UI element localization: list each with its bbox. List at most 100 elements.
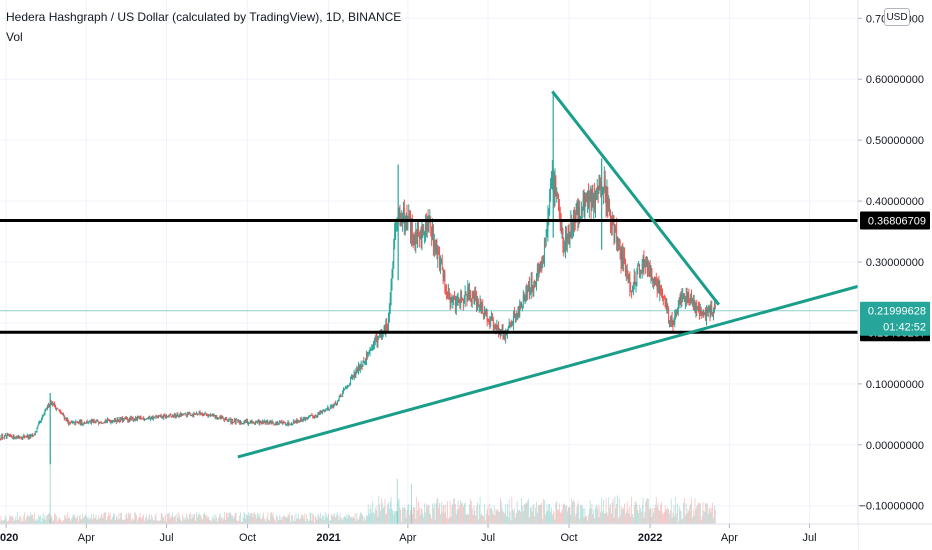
currency-button[interactable]: USD: [884, 8, 910, 26]
candle-body: [89, 420, 91, 422]
time-tick-label: Apr: [721, 532, 738, 544]
candle-body: [74, 421, 76, 425]
candle-body: [223, 417, 225, 420]
candle-body: [498, 327, 499, 332]
candle-body: [114, 418, 115, 422]
volume-bar: [388, 508, 390, 524]
volume-bar: [238, 521, 240, 524]
volume-bar: [284, 515, 285, 524]
candle-body: [340, 395, 342, 397]
price-tick-label: 0.60000000: [866, 74, 924, 86]
candle-body: [186, 414, 188, 417]
candle-body: [224, 419, 226, 421]
volume-bar: [213, 514, 215, 524]
time-tick-label: 2020: [0, 532, 18, 544]
candle-body: [5, 435, 7, 437]
candle-body: [440, 260, 442, 262]
volume-bar: [174, 516, 175, 524]
volume-bar: [562, 505, 564, 524]
volume-bar: [574, 516, 576, 524]
candle-body: [264, 421, 266, 424]
candle-body: [592, 190, 594, 208]
volume-bar: [19, 515, 21, 524]
candle-body: [296, 419, 298, 423]
volume-bar: [380, 510, 381, 524]
candle-body: [375, 337, 377, 339]
candle-body: [546, 231, 548, 236]
volume-bar: [192, 517, 194, 524]
candle-body: [284, 422, 285, 424]
candle-body: [708, 308, 710, 311]
volume-bar: [558, 503, 560, 524]
volume-bar: [524, 504, 526, 524]
candle-body: [432, 226, 433, 237]
volume-bar: [129, 514, 130, 524]
volume-bar: [378, 496, 380, 524]
volume-bar: [535, 507, 536, 524]
candle-body: [388, 317, 389, 329]
candle-body: [117, 419, 119, 421]
candle-body: [390, 285, 392, 298]
price-axis[interactable]: 0.700000000.600000000.500000000.40000000…: [857, 0, 932, 550]
candle-body: [84, 422, 85, 424]
volume-bar: [144, 517, 146, 524]
candle-body: [262, 420, 264, 423]
candle-body: [410, 218, 411, 238]
volume-bar: [226, 513, 228, 524]
candle-body: [652, 277, 654, 284]
volume-bar: [423, 517, 425, 524]
candle-body: [181, 413, 182, 416]
volume-bar: [33, 518, 34, 524]
candle-body: [617, 238, 619, 247]
volume-bar: [179, 516, 181, 524]
volume-bar: [636, 504, 638, 524]
volume-bar: [702, 501, 704, 524]
volume-bar: [403, 506, 405, 524]
volume-bar: [612, 498, 614, 524]
price-candles: [0, 91, 716, 465]
candle-body: [363, 360, 365, 362]
candle-body: [41, 418, 42, 422]
candle-body: [614, 227, 616, 234]
volume-bar: [114, 520, 116, 524]
candle-body: [39, 421, 41, 424]
volume-bar: [151, 514, 152, 524]
volume-bar: [376, 505, 378, 524]
candle-body: [569, 232, 571, 238]
candle-body: [622, 251, 624, 265]
candle-body: [317, 413, 319, 417]
candle-body: [359, 366, 361, 371]
candle-body: [677, 309, 678, 314]
candle-body: [586, 200, 588, 202]
volume-bar: [159, 520, 160, 524]
volume-bar: [201, 518, 203, 524]
volume-bar: [207, 515, 209, 524]
candle-body: [233, 421, 234, 423]
volume-bar: [152, 520, 154, 524]
trendlines: [237, 90, 859, 459]
volume-bar: [328, 513, 329, 524]
volume-bar: [666, 508, 668, 524]
time-axis[interactable]: 2020AprJulOct2021AprJulOct2022AprJul: [0, 523, 932, 550]
time-tick-label: Oct: [561, 532, 578, 544]
candle-body: [220, 416, 222, 418]
volume-bar: [247, 515, 248, 524]
candle-body: [336, 401, 338, 406]
volume-bar: [169, 518, 171, 524]
time-tick-label: Oct: [239, 532, 256, 544]
volume-bar: [321, 518, 322, 524]
volume-bar: [558, 509, 559, 524]
volume-bar: [147, 520, 149, 524]
candle-body: [524, 296, 526, 299]
candle-body: [643, 256, 645, 267]
candle-body: [362, 360, 364, 367]
candle-body: [108, 420, 110, 422]
volume-bar: [503, 512, 505, 524]
candle-body: [420, 235, 422, 239]
volume-bar: [512, 508, 514, 524]
volume-bar: [412, 507, 414, 524]
volume-bar: [501, 508, 503, 524]
candle-body: [248, 422, 250, 424]
candle-body: [702, 313, 704, 316]
